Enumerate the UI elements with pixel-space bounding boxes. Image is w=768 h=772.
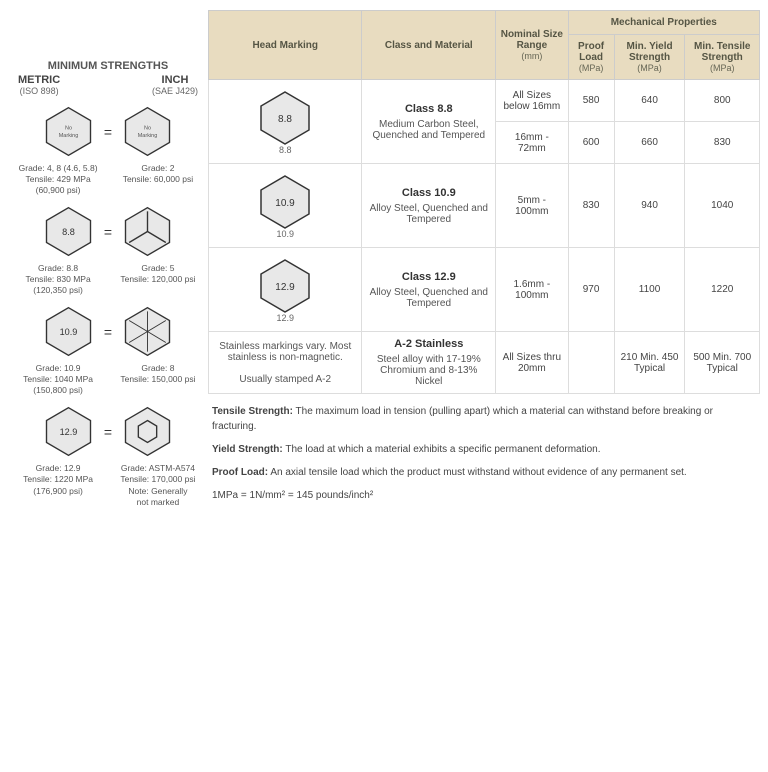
tensile-cell: 1220 [685,248,760,332]
class-material-cell: Class 8.8Medium Carbon Steel, Quenched a… [362,80,496,164]
th-tensile: Min. Tensile Strength(MPa) [685,35,760,80]
inch-hex-icon [120,304,175,359]
compare-row-1: 8.8 = [8,204,208,259]
th-class-material: Class and Material [362,11,496,80]
table-row: 8.88.8Class 8.8Medium Carbon Steel, Quen… [209,80,760,122]
size-cell: 5mm - 100mm [496,164,568,248]
inch-hex-icon: NoMarking [120,104,175,159]
size-cell: 1.6mm - 100mm [496,248,568,332]
equals-sign: = [104,324,112,340]
th-head-marking: Head Marking [209,11,362,80]
th-mech-group: Mechanical Properties [568,11,759,35]
proof-cell: 970 [568,248,614,332]
yield-cell: 940 [614,164,685,248]
metric-hex-icon: NoMarking [41,104,96,159]
class-material-cell: Class 10.9Alloy Steel, Quenched and Temp… [362,164,496,248]
svg-text:Marking: Marking [138,133,158,139]
yield-cell: 640 [614,80,685,122]
size-cell: All Sizes below 16mm [496,80,568,122]
inch-spec-text: Grade: 5Tensile: 120,000 psi [112,263,204,296]
proof-cell: 830 [568,164,614,248]
class-material-cell: A-2 StainlessSteel alloy with 17-19% Chr… [362,332,496,394]
th-nominal: Nominal Size Range(mm) [496,11,568,80]
tensile-cell: 800 [685,80,760,122]
yield-cell: 210 Min. 450 Typical [614,332,685,394]
marking-cell: 10.910.9 [209,164,362,248]
metric-hex-icon: 8.8 [41,204,96,259]
metric-spec-text: Grade: 8.8Tensile: 830 MPa(120,350 psi) [12,263,104,296]
metric-hex-icon: 12.9 [41,404,96,459]
yield-cell: 1100 [614,248,685,332]
th-proof: Proof Load(MPa) [568,35,614,80]
marking-cell: Stainless markings vary. Most stainless … [209,332,362,394]
proof-cell: 600 [568,122,614,164]
tensile-cell: 830 [685,122,760,164]
svg-text:12.9: 12.9 [275,282,295,293]
metric-spec-text: Grade: 10.9Tensile: 1040 MPa(150,800 psi… [12,363,104,396]
marking-cell: 12.912.9 [209,248,362,332]
hex-marking-icon: 12.9 [255,256,315,311]
inch-col-label: INCH (SAE J429) [152,74,198,96]
inch-hex-icon [120,404,175,459]
inch-spec-text: Grade: 8Tensile: 150,000 psi [112,363,204,396]
tensile-cell: 1040 [685,164,760,248]
hex-marking-icon: 10.9 [255,172,315,227]
equals-sign: = [104,124,112,140]
yield-cell: 660 [614,122,685,164]
metric-spec-text: Grade: 4, 8 (4.6, 5.8)Tensile: 429 MPa(6… [12,163,104,196]
class-material-cell: Class 12.9Alloy Steel, Quenched and Temp… [362,248,496,332]
inch-hex-icon [120,204,175,259]
svg-text:No: No [65,126,72,132]
proof-cell [568,332,614,394]
hex-marking-icon: 8.8 [255,88,315,143]
notes-section: Tensile Strength: The maximum load in te… [208,394,760,521]
marking-cell: 8.88.8 [209,80,362,164]
metric-hex-icon: 10.9 [41,304,96,359]
table-row: 12.912.9Class 12.9Alloy Steel, Quenched … [209,248,760,332]
compare-row-2: 10.9 = [8,304,208,359]
svg-text:Marking: Marking [59,133,79,139]
table-row: Stainless markings vary. Most stainless … [209,332,760,394]
metric-col-label: METRIC (ISO 898) [18,74,60,96]
compare-row-3: 12.9 = [8,404,208,459]
compare-row-0: NoMarking = NoMarking [8,104,208,159]
svg-text:No: No [144,126,151,132]
minimum-strengths-title: MINIMUM STRENGTHS [8,60,208,72]
proof-cell: 580 [568,80,614,122]
equals-sign: = [104,424,112,440]
svg-text:10.9: 10.9 [59,327,77,337]
inch-spec-text: Grade: 2Tensile: 60,000 psi [112,163,204,196]
size-cell: All Sizes thru 20mm [496,332,568,394]
table-row: 10.910.9Class 10.9Alloy Steel, Quenched … [209,164,760,248]
size-cell: 16mm - 72mm [496,122,568,164]
svg-text:12.9: 12.9 [59,428,77,438]
properties-table: Head Marking Class and Material Nominal … [208,10,760,394]
equals-sign: = [104,224,112,240]
left-comparison-panel: MINIMUM STRENGTHS METRIC (ISO 898) INCH … [8,10,208,521]
svg-text:8.8: 8.8 [62,227,75,237]
svg-text:8.8: 8.8 [278,114,292,125]
metric-spec-text: Grade: 12.9Tensile: 1220 MPa(176,900 psi… [12,463,104,507]
inch-spec-text: Grade: ASTM-A574Tensile: 170,000 psiNote… [112,463,204,507]
svg-text:10.9: 10.9 [275,198,295,209]
th-yield: Min. Yield Strength(MPa) [614,35,685,80]
tensile-cell: 500 Min. 700 Typical [685,332,760,394]
